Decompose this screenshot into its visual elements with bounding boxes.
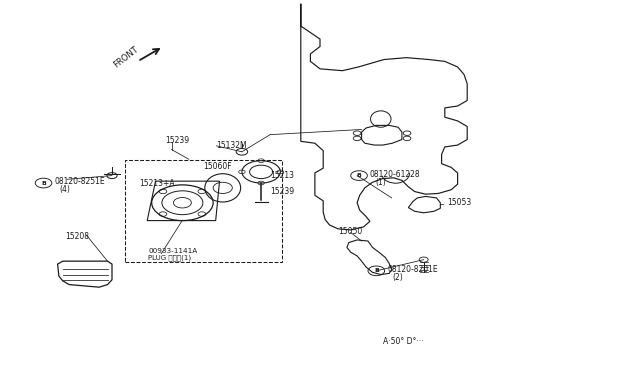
Text: (1): (1) <box>375 178 386 187</box>
Text: 08120-61228: 08120-61228 <box>370 170 420 179</box>
Text: A·50° D°···: A·50° D°··· <box>383 337 423 346</box>
Text: 15050: 15050 <box>338 227 362 236</box>
Text: (4): (4) <box>60 185 70 194</box>
Text: 15239: 15239 <box>270 187 294 196</box>
Text: B: B <box>41 180 46 186</box>
Text: 15132M: 15132M <box>216 141 247 150</box>
Text: B: B <box>356 173 362 178</box>
Text: FRONT: FRONT <box>112 45 140 69</box>
Text: 15053: 15053 <box>447 198 471 207</box>
Text: (2): (2) <box>392 273 403 282</box>
Text: PLUG プラグ(1): PLUG プラグ(1) <box>148 254 191 261</box>
Bar <box>125 160 282 262</box>
Text: 08120-8251E: 08120-8251E <box>54 177 105 186</box>
Text: 00933-1141A: 00933-1141A <box>148 248 198 254</box>
Text: 15060F: 15060F <box>204 162 232 171</box>
Text: B: B <box>374 268 379 273</box>
Text: 15239: 15239 <box>165 136 189 145</box>
Text: 15213+A: 15213+A <box>140 179 175 187</box>
Text: 15208: 15208 <box>65 232 90 241</box>
Text: 08120-8201E: 08120-8201E <box>387 265 438 274</box>
Text: 15213: 15213 <box>270 171 294 180</box>
